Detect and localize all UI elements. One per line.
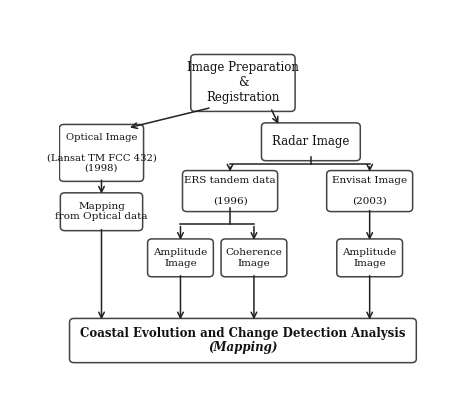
FancyBboxPatch shape — [327, 171, 413, 211]
Text: Envisat Image

(2003): Envisat Image (2003) — [332, 176, 407, 206]
FancyBboxPatch shape — [221, 239, 287, 277]
Text: Amplitude
Image: Amplitude Image — [343, 248, 397, 268]
FancyBboxPatch shape — [262, 123, 360, 161]
FancyBboxPatch shape — [182, 171, 278, 211]
Text: Coastal Evolution and Change Detection Analysis: Coastal Evolution and Change Detection A… — [80, 327, 406, 340]
FancyBboxPatch shape — [70, 318, 416, 363]
Text: Coherence
Image: Coherence Image — [226, 248, 283, 268]
FancyBboxPatch shape — [191, 55, 295, 112]
Text: Amplitude
Image: Amplitude Image — [154, 248, 208, 268]
Text: Optical Image

(Lansat TM FCC 432)
(1998): Optical Image (Lansat TM FCC 432) (1998) — [46, 133, 156, 173]
Text: Image Preparation
&
Registration: Image Preparation & Registration — [187, 62, 299, 104]
Text: (Mapping): (Mapping) — [208, 341, 278, 354]
FancyBboxPatch shape — [147, 239, 213, 277]
FancyBboxPatch shape — [59, 124, 144, 181]
FancyBboxPatch shape — [60, 193, 143, 231]
FancyBboxPatch shape — [337, 239, 402, 277]
Text: Radar Image: Radar Image — [272, 135, 349, 148]
Text: ERS tandem data

(1996): ERS tandem data (1996) — [184, 176, 276, 206]
Text: Mapping
from Optical data: Mapping from Optical data — [55, 202, 148, 221]
